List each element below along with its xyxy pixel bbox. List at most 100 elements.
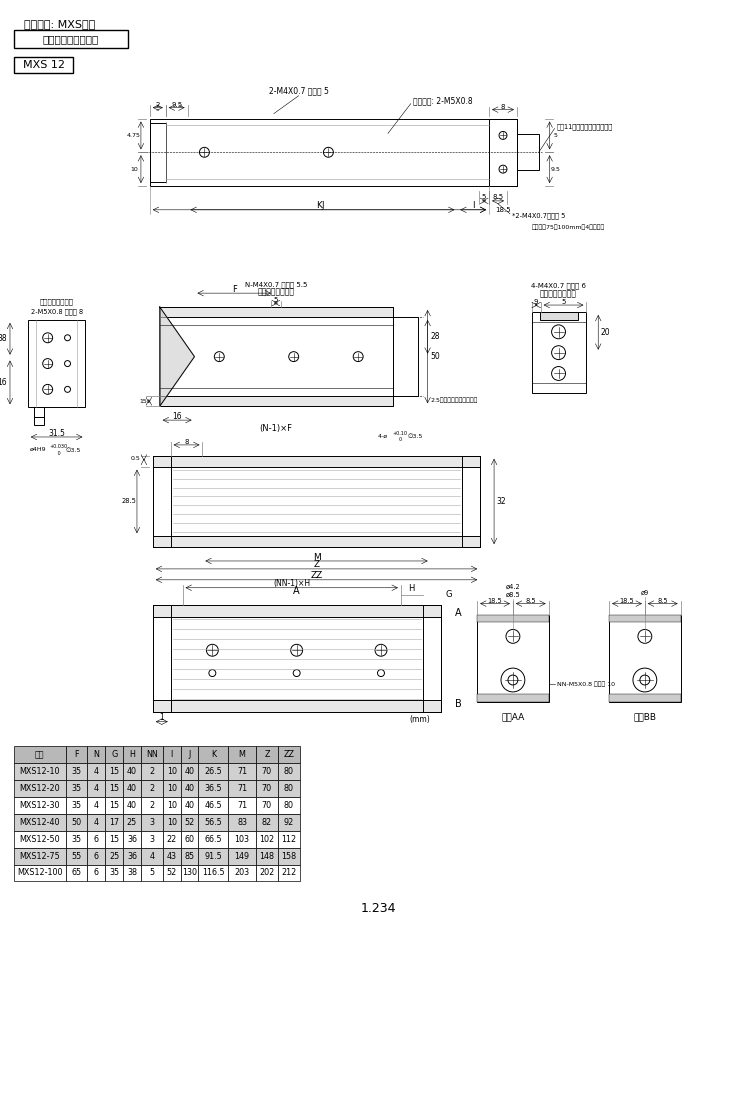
Bar [256,764,278,780]
Bar [278,746,300,764]
Bar [65,780,87,797]
Bar [228,764,256,780]
Text: J: J [188,750,190,759]
Text: 35: 35 [71,784,82,793]
Text: 4.75: 4.75 [127,133,141,138]
Bar [14,30,128,48]
Bar [163,797,181,814]
Text: 70: 70 [262,801,272,809]
Text: 40: 40 [127,767,137,776]
Text: 55: 55 [71,852,82,861]
Text: K: K [316,202,322,211]
Text: 4: 4 [94,818,99,827]
Text: 10: 10 [166,784,177,793]
Bar [123,797,141,814]
Text: H: H [409,584,415,593]
Bar [163,864,181,881]
Text: N: N [93,750,99,759]
Text: 截面BB: 截面BB [633,712,656,721]
Bar [517,135,538,171]
Bar [105,847,123,864]
Text: 外形尺寸图（毫米）: 外形尺寸图（毫米） [42,35,98,45]
Text: 212: 212 [281,869,296,878]
Bar [14,847,65,864]
Text: 40: 40 [127,801,137,809]
Text: I: I [472,202,475,211]
Text: 36: 36 [127,835,137,844]
Text: 66.5: 66.5 [205,835,222,844]
Text: 52: 52 [166,869,177,878]
Text: 5: 5 [274,297,278,303]
Bar [609,614,680,701]
Bar [256,780,278,797]
Bar [14,864,65,881]
Text: 148: 148 [260,852,274,861]
Bar [278,831,300,847]
Text: 112: 112 [281,835,296,844]
Text: 10: 10 [130,166,138,172]
Text: 10: 10 [166,767,177,776]
Text: 40: 40 [184,784,194,793]
Bar [163,746,181,764]
Bar [153,604,440,711]
Bar [65,831,87,847]
Text: 31.5: 31.5 [48,428,65,437]
Bar [199,746,228,764]
Text: ∅3.5: ∅3.5 [408,435,423,439]
Bar [228,831,256,847]
Text: 20: 20 [600,328,610,337]
Bar [181,797,199,814]
Text: G: G [111,750,117,759]
Text: 71: 71 [237,784,248,793]
Bar [123,746,141,764]
Text: 2.5（后端行程调整装置）: 2.5（后端行程调整装置） [430,397,478,403]
Text: 18.5: 18.5 [620,598,634,603]
Text: 5: 5 [149,869,154,878]
Text: 18.5: 18.5 [488,598,502,603]
Text: 102: 102 [260,835,274,844]
Bar [256,864,278,881]
Text: MXS12-50: MXS12-50 [20,835,60,844]
Bar [199,831,228,847]
Bar [181,814,199,831]
Text: ZZ: ZZ [310,571,322,580]
Text: 85: 85 [184,852,194,861]
Text: 最大11（后端行程调整装置）: 最大11（后端行程调整装置） [556,123,613,129]
Bar [141,847,163,864]
Bar [65,814,87,831]
Bar [199,780,228,797]
Bar [14,57,74,72]
Bar [228,864,256,881]
Bar [65,797,87,814]
Bar [278,847,300,864]
Bar [123,831,141,847]
Text: 0.5: 0.5 [131,456,141,460]
Text: 2: 2 [149,767,154,776]
Bar [462,456,480,547]
Text: MXS 12: MXS 12 [22,60,64,70]
Text: ø4H9: ø4H9 [30,446,46,452]
Bar [228,746,256,764]
Text: 0: 0 [50,452,60,456]
Bar [163,780,181,797]
Text: 26.5: 26.5 [205,767,222,776]
Bar [105,831,123,847]
Text: 3: 3 [149,835,154,844]
Bar [87,814,105,831]
Text: 80: 80 [284,801,294,809]
Text: 36: 36 [127,852,137,861]
Bar [256,797,278,814]
Text: 4: 4 [149,852,154,861]
Bar [150,123,166,182]
Text: 50: 50 [71,818,82,827]
Bar [199,764,228,780]
Bar [181,847,199,864]
Text: 2: 2 [149,801,154,809]
Text: ＊（行程75、100mm为4个螺孔）: ＊（行程75、100mm为4个螺孔） [532,225,605,231]
Bar [141,780,163,797]
Text: 35: 35 [109,869,119,878]
Text: H: H [129,750,135,759]
Bar [34,417,44,425]
Text: 15: 15 [109,835,119,844]
Text: 60: 60 [184,835,194,844]
